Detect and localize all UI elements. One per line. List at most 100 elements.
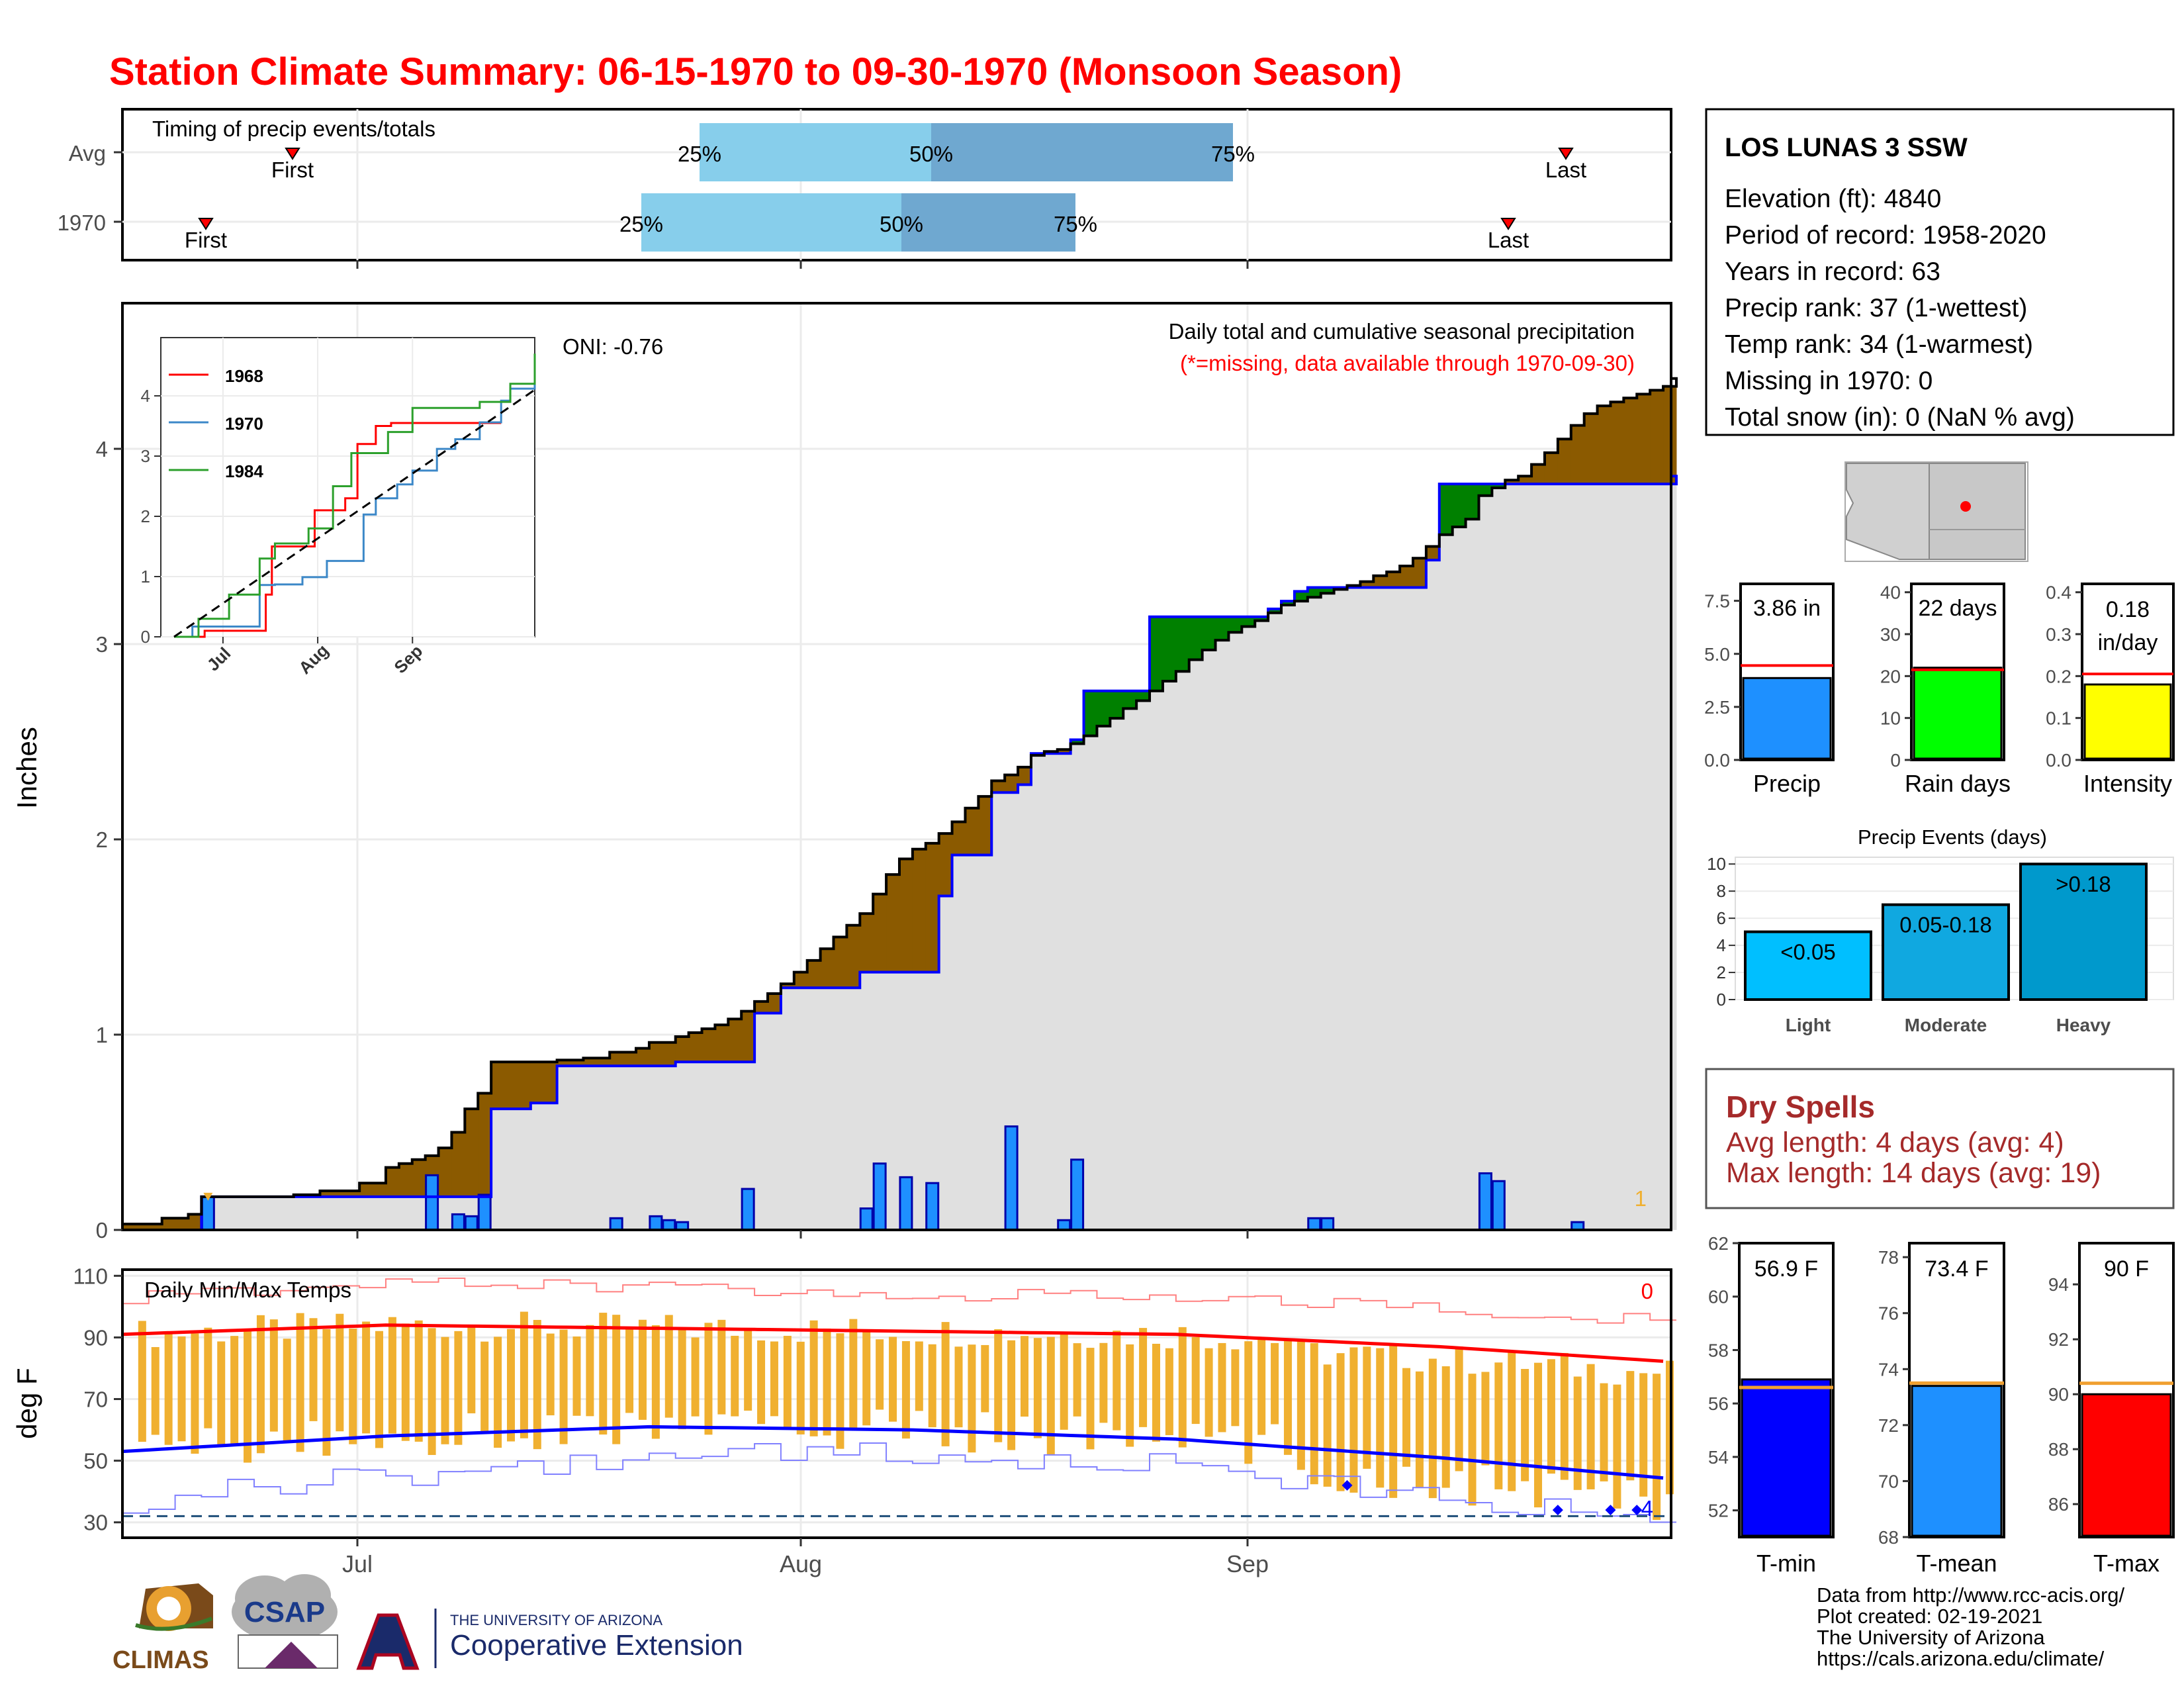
events-bar-heavy [2019, 863, 2148, 1001]
precip-above-avg-fill [465, 1109, 478, 1197]
daily-temp-bar [533, 1319, 541, 1450]
dry-spells-box: Dry Spells Avg length: 4 days (avg: 4) M… [1705, 1068, 2175, 1209]
record-low-marker [1605, 1505, 1616, 1516]
daily-temp-bar [849, 1319, 858, 1429]
daily-temp-bar [1310, 1343, 1318, 1485]
precip-below-avg-fill [1255, 616, 1269, 621]
precip-above-avg-fill [820, 949, 834, 988]
daily-precip-bar [464, 1215, 478, 1231]
daily-temp-bar [1560, 1352, 1569, 1480]
temp-stat-tick: 94 [2048, 1274, 2069, 1295]
daily-temp-bar [572, 1336, 581, 1416]
precip-base-fill [1255, 620, 1269, 1230]
precip-above-avg-fill [188, 1214, 202, 1230]
stat-name-label: Rain days [1905, 770, 2011, 797]
daily-precip-bar [741, 1188, 755, 1231]
stat-tick: 40 [1880, 583, 1901, 603]
temp-stat-tick: 58 [1708, 1340, 1729, 1360]
precip-base-fill [557, 1066, 584, 1230]
stat-tick: 2.5 [1704, 697, 1730, 718]
avg-25-50-bar [700, 123, 931, 181]
daily-temp-bar [1600, 1383, 1608, 1481]
daily-temp-bar [1481, 1372, 1490, 1466]
precip-above-avg-fill [398, 1163, 413, 1197]
avg-p75-label: 75% [1211, 142, 1255, 166]
temp-stat-name-label: T-max [2093, 1550, 2160, 1577]
daily-temp-bar [1231, 1349, 1240, 1427]
temp-stat-tick: 56 [1708, 1393, 1729, 1414]
daily-temp-bar [625, 1329, 634, 1413]
temp-y-tick: 110 [73, 1264, 108, 1288]
precip-above-avg-fill [675, 1036, 690, 1062]
precip-above-avg-fill [451, 1132, 465, 1197]
daily-precip-bar [649, 1215, 663, 1231]
daily-temp-bar [388, 1317, 396, 1434]
inset-y-tick: 2 [141, 506, 150, 526]
inset-line-1984 [174, 353, 536, 638]
precip-above-avg-fill [385, 1167, 400, 1197]
precip-base-fill [912, 972, 927, 1230]
precip-above-avg-fill [1426, 546, 1440, 561]
daily-temp-bar [836, 1333, 844, 1449]
temp-stat-tick: 92 [2048, 1329, 2069, 1350]
precip-y-tick: 1 [96, 1023, 108, 1047]
avg-p25-label: 25% [678, 142, 721, 166]
daily-temp-bar [1046, 1336, 1055, 1456]
precip-below-avg-fill [1307, 587, 1322, 598]
temp-stat-tick: 90 [2048, 1384, 2069, 1405]
precip-base-fill [1044, 753, 1058, 1230]
precip-below-avg-fill [1479, 484, 1492, 496]
precip-below-avg-fill [1294, 591, 1308, 602]
oni-label: ONI: -0.76 [563, 334, 663, 359]
precip-base-fill [1479, 495, 1492, 1230]
events-y-tick: 4 [1717, 935, 1726, 955]
avg-p50-label: 50% [909, 142, 953, 166]
events-bar-label: 0.05-0.18 [1899, 913, 1991, 937]
daily-temp-bar [1283, 1340, 1292, 1455]
daily-temp-bar [164, 1331, 173, 1445]
precip-base-fill [1452, 527, 1467, 1230]
precip-base-fill [1162, 681, 1177, 1230]
stat-value-label: 22 days [1918, 596, 1997, 621]
temp-y-label: deg F [11, 1368, 42, 1438]
daily-temp-bar [401, 1323, 410, 1441]
daily-precip-bar [451, 1213, 465, 1231]
precip-above-avg-fill [846, 925, 860, 988]
precip-y-label: Inches [11, 727, 42, 809]
precip-above-avg-fill [438, 1148, 452, 1197]
precip-base-fill [1242, 626, 1255, 1230]
daily-temp-bar [1126, 1344, 1134, 1447]
precip-base-fill [728, 1062, 742, 1230]
daily-temp-bar [230, 1336, 239, 1444]
dry-spells-title: Dry Spells [1726, 1090, 1875, 1124]
daily-temp-bar [1113, 1331, 1121, 1430]
daily-precip-bar [609, 1217, 623, 1231]
state-map [1844, 461, 2028, 562]
daily-precip-bar [1491, 1180, 1506, 1231]
daily-temp-bar [823, 1328, 831, 1436]
avg-50-75-bar [931, 123, 1233, 181]
temp-stat-tick: 52 [1708, 1501, 1729, 1521]
station-precip-rank: Precip rank: 37 (1-wettest) [1725, 294, 2027, 322]
precip-above-avg-fill [557, 1060, 584, 1066]
precip-base-fill [1097, 726, 1111, 1230]
precip-base-fill [899, 972, 913, 1230]
page-title: Station Climate Summary: 06-15-1970 to 0… [109, 50, 1402, 93]
precip-panel-title: Daily total and cumulative seasonal prec… [1169, 319, 1635, 344]
daily-temp-bar [1428, 1358, 1437, 1499]
precip-base-fill [491, 1109, 531, 1230]
precip-base-fill [688, 1062, 703, 1230]
precip-below-avg-fill [1268, 608, 1282, 613]
precip-base-fill [794, 988, 808, 1230]
daily-temp-bar [1323, 1364, 1332, 1487]
credit-line-2: Plot created: 02-19-2021 [1817, 1605, 2042, 1628]
station-elevation: Elevation (ft): 4840 [1725, 185, 1941, 213]
precip-below-avg-fill [1202, 616, 1216, 650]
precip-base-fill [1400, 587, 1414, 1230]
precip-base-fill [1070, 743, 1085, 1230]
record-max-line [122, 1278, 1676, 1324]
daily-temp-bar [928, 1344, 936, 1428]
precip-above-avg-fill [807, 960, 821, 988]
avg-min-temp-line [122, 1425, 1664, 1480]
timing-label: Timing of precip events/totals [152, 117, 435, 141]
